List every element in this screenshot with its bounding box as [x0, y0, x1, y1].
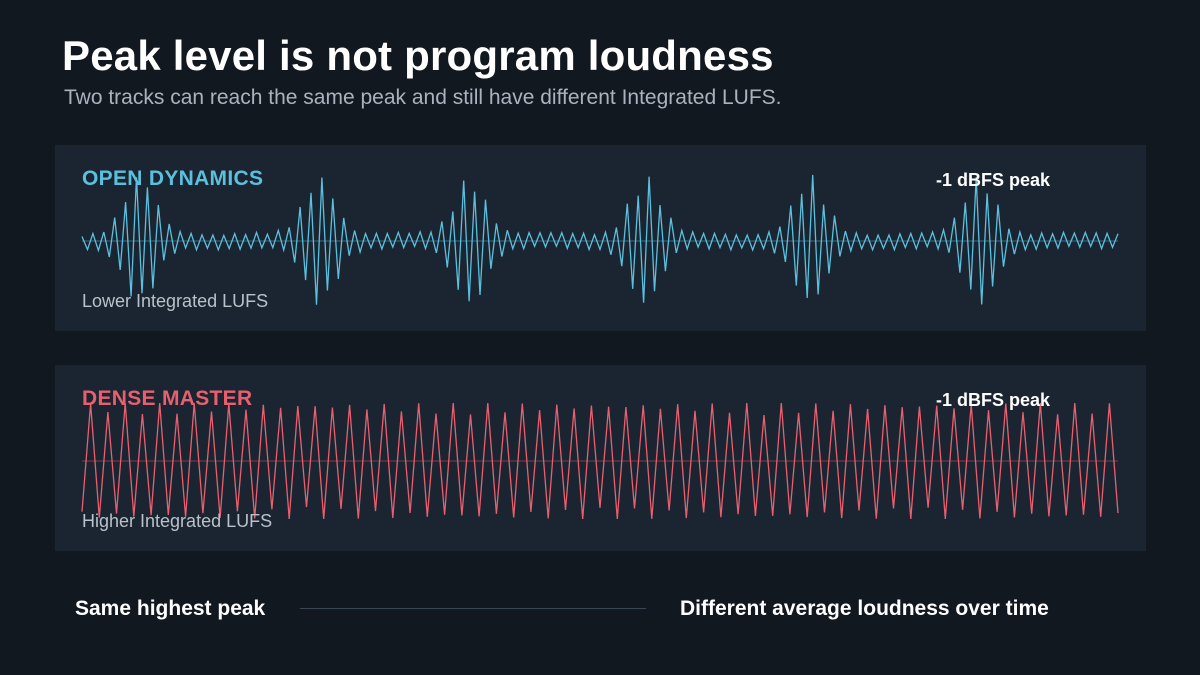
dense-master-lufs-label: Higher Integrated LUFS	[82, 511, 273, 531]
footer-divider	[300, 608, 646, 609]
dense-master-wave-line	[81, 402, 1119, 520]
footer-same-peak-text: Same highest peak	[75, 597, 266, 620]
page-subtitle: Two tracks can reach the same peak and s…	[64, 86, 782, 109]
footer-different-loudness-text: Different average loudness over time	[680, 597, 1049, 620]
dense-master-label: DENSE MASTER	[82, 387, 253, 410]
open-dynamics-lufs-label: Lower Integrated LUFS	[82, 291, 269, 311]
dense-master-panel: DENSE MASTER -1 dBFS peak Higher Integra…	[55, 365, 1146, 551]
dense-master-waveform	[81, 402, 1119, 520]
open-dynamics-waveform	[81, 174, 1119, 305]
page-title: Peak level is not program loudness	[62, 32, 774, 79]
open-dynamics-wave-line	[81, 174, 1119, 305]
open-dynamics-peak-label: -1 dBFS peak	[936, 170, 1051, 190]
open-dynamics-panel: OPEN DYNAMICS -1 dBFS peak Lower Integra…	[55, 145, 1146, 331]
open-dynamics-label: OPEN DYNAMICS	[82, 167, 264, 190]
dense-master-peak-label: -1 dBFS peak	[936, 390, 1051, 410]
